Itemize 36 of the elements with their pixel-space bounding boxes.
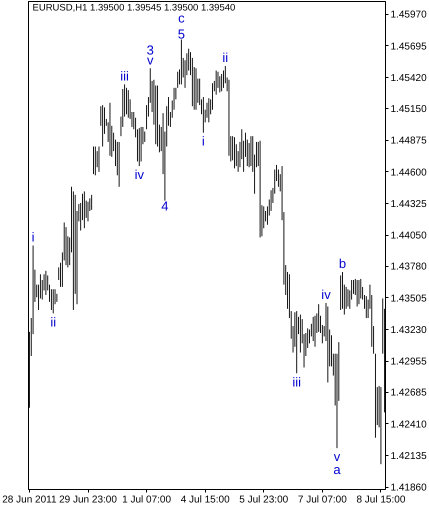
y-tick-label: 1.45695 — [390, 41, 428, 52]
y-tick-label: 1.45970 — [390, 10, 428, 21]
y-tick-label: 1.45150 — [390, 104, 428, 116]
y-tick-label: 1.45420 — [390, 72, 428, 84]
annotation: ii — [50, 314, 56, 330]
annotation: iii — [292, 374, 302, 390]
annotation: i — [32, 230, 35, 244]
y-tick-label: 1.44875 — [390, 136, 428, 147]
y-tick-label: 1.43505 — [390, 293, 428, 304]
y-tick-label: 1.42955 — [390, 356, 428, 368]
x-tick-label: 5 Jul 23:00 — [239, 494, 289, 506]
x-tick-label: 29 Jun 23:00 — [59, 494, 118, 506]
x-tick-label: 4 Jul 15:00 — [180, 494, 230, 506]
annotation: b — [338, 256, 346, 271]
y-tick-label: 1.42135 — [390, 451, 428, 462]
annotation: v — [334, 449, 341, 464]
y-tick-label: 1.44325 — [390, 198, 428, 210]
annotation: iv — [134, 167, 144, 182]
x-tick-label: 1 Jul 07:00 — [122, 494, 172, 506]
annotation: a — [333, 462, 342, 478]
y-tick-label: 1.43230 — [390, 325, 428, 336]
y-tick-label: 1.41860 — [390, 482, 428, 494]
annotation: i — [202, 134, 205, 149]
annotation: 4 — [161, 198, 169, 214]
y-tick-label: 1.42685 — [390, 388, 428, 399]
annotation: ii — [222, 50, 228, 65]
x-tick-label: 8 Jul 15:00 — [356, 494, 406, 506]
annotation: 5 — [178, 26, 185, 42]
y-tick-label: 1.42410 — [390, 419, 428, 430]
y-tick-label: 1.44600 — [390, 167, 428, 178]
x-tick-label: 28 Jun 2011 — [2, 494, 58, 506]
annotation: iii — [120, 68, 130, 84]
y-tick-label: 1.44050 — [390, 230, 428, 242]
x-tick-label: 7 Jul 07:00 — [298, 494, 348, 506]
annotation: iv — [321, 287, 332, 302]
y-tick-label: 1.43780 — [390, 262, 428, 273]
